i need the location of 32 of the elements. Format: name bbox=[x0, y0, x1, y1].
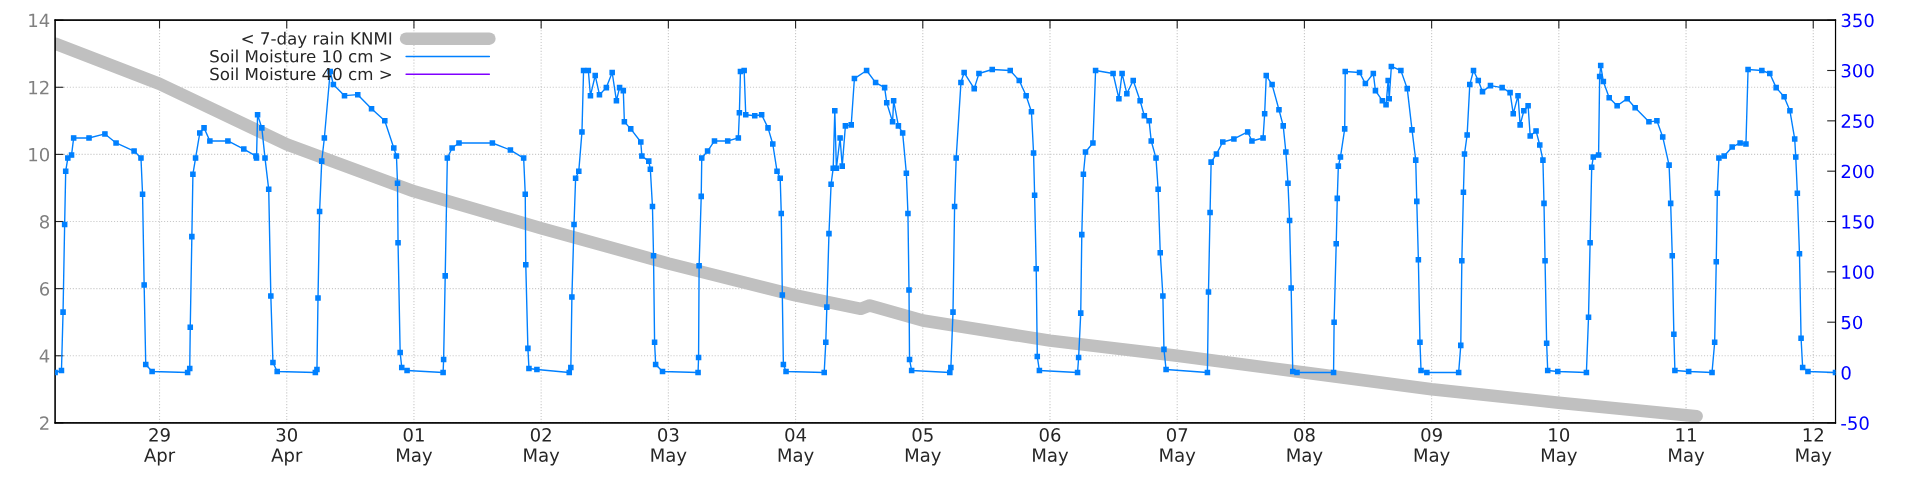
x-tick-label: 03 May bbox=[651, 428, 687, 466]
y-tick-label: 8 bbox=[39, 214, 50, 229]
y2-tick-label: 300 bbox=[1841, 63, 1874, 78]
y2-tick-label: 50 bbox=[1841, 315, 1863, 330]
x-tick-label: 05 May bbox=[905, 428, 941, 466]
x-tick-label: 04 May bbox=[778, 428, 814, 466]
y2-tick-label: 350 bbox=[1841, 13, 1874, 28]
legend-label: Soil Moisture 10 cm > bbox=[210, 49, 391, 63]
y2-tick-label: 0 bbox=[1841, 366, 1851, 380]
x-tick-label: 11 May bbox=[1669, 428, 1705, 466]
y-tick-label: 6 bbox=[40, 282, 50, 296]
x-tick-label: 10 May bbox=[1541, 428, 1577, 466]
y-tick-label: 14 bbox=[29, 13, 50, 28]
x-tick-label: 30 Apr bbox=[271, 428, 303, 466]
y-tick-label: 12 bbox=[29, 80, 49, 95]
y-tick-label: 4 bbox=[39, 349, 50, 363]
x-tick-label: 06 May bbox=[1033, 428, 1069, 466]
y2-tick-label: 250 bbox=[1841, 114, 1874, 128]
y-tick-label: 2 bbox=[40, 416, 49, 430]
x-tick-label: 12 May bbox=[1796, 428, 1832, 466]
x-tick-label: 02 May bbox=[524, 428, 560, 466]
y2-tick-label: 100 bbox=[1842, 265, 1874, 279]
x-tick-label: 29 Apr bbox=[144, 428, 176, 466]
y2-tick-label: 200 bbox=[1841, 164, 1874, 179]
x-tick-label: 09 May bbox=[1414, 428, 1450, 466]
y2-tick-label: -50 bbox=[1841, 416, 1869, 430]
x-tick-label: 01 May bbox=[397, 428, 433, 466]
legend-label: < 7-day rain KNMI bbox=[242, 31, 392, 48]
y2-tick-label: 150 bbox=[1842, 214, 1874, 229]
x-tick-label: 07 May bbox=[1160, 428, 1196, 466]
y-tick-label: 10 bbox=[29, 147, 50, 162]
x-tick-label: 08 May bbox=[1287, 428, 1323, 466]
